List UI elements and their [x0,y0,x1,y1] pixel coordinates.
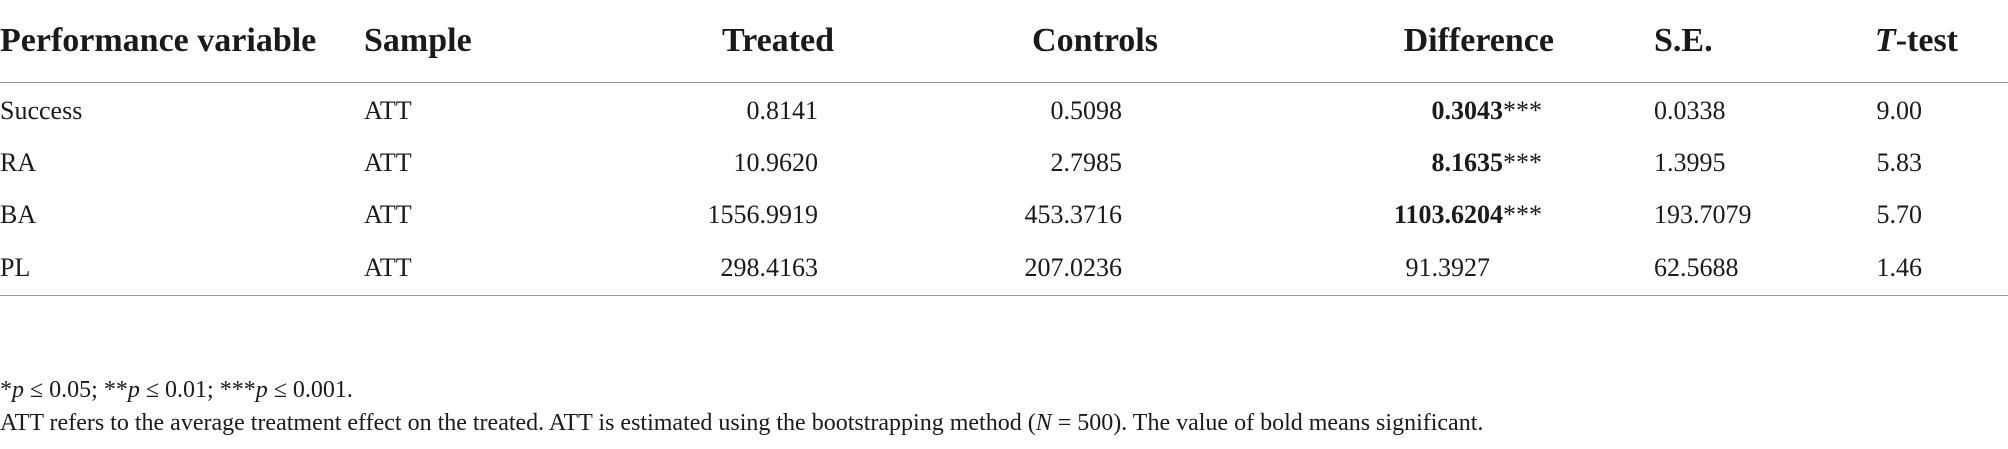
significance-legend: *p ≤ 0.05; **p ≤ 0.01; ***p ≤ 0.001. [0,374,1483,407]
t-test-italic-t: T [1874,22,1896,59]
header-difference: Difference [1314,0,1654,83]
sig-threshold-2: ≤ 0.01; [139,377,220,403]
sig-p-1: p [12,377,24,403]
note-text-1: ATT refers to the average treatment effe… [0,410,1036,436]
cell-treated: 298.4163 [614,241,1014,296]
method-note: ATT refers to the average treatment effe… [0,407,1483,440]
att-results-table: Performance variable Sample Treated Cont… [0,0,2008,296]
cell-difference: 8.1635*** [1314,137,1654,189]
table-header: Performance variable Sample Treated Cont… [0,0,2008,83]
note-n: N [1035,410,1052,436]
significance-stars: *** [1503,148,1542,177]
cell-variable: PL [0,241,364,296]
table-footnotes: *p ≤ 0.05; **p ≤ 0.01; ***p ≤ 0.001. ATT… [0,374,1483,440]
header-se: S.E. [1654,0,1848,83]
cell-sample: ATT [364,148,412,177]
header-t-test: T-test [1848,0,2008,83]
cell-t-test: 9.00 [1876,96,1923,125]
cell-treated: 1556.9919 [707,200,819,229]
cell-t-test: 5.70 [1876,200,1923,229]
difference-value: 8.1635 [1431,148,1504,177]
sig-threshold-1: ≤ 0.05; [24,377,104,403]
header-treated: Treated [614,0,1014,83]
cell-difference: 91.3927 [1314,241,1654,296]
cell-controls: 2.7985 [1050,148,1123,177]
cell-variable: BA [0,200,37,229]
cell-t-test: 5.83 [1876,148,1923,177]
t-test-suffix: -test [1895,22,1958,59]
cell-variable: RA [0,148,37,177]
cell-difference: 0.3043*** [1314,83,1654,138]
sig-p-2: p [127,377,140,403]
difference-value: 0.3043 [1431,96,1504,125]
sig-stars-1: * [0,377,12,403]
difference-value: 91.3927 [1405,253,1491,282]
cell-variable: Success [0,96,83,125]
header-controls: Controls [1014,0,1314,83]
table-row: RA ATT 10.9620 2.7985 8.1635*** 1.3995 5… [0,137,2008,189]
header-sample: Sample [364,0,614,83]
cell-treated: 0.8141 [746,96,819,125]
cell-controls: 207.0236 [1014,241,1314,296]
cell-controls: 453.3716 [1024,200,1123,229]
sig-stars-3: *** [219,377,256,403]
cell-sample: ATT [364,200,412,229]
cell-t-test: 1.46 [1848,241,2008,296]
sig-stars-2: ** [103,377,128,403]
cell-sample: ATT [364,241,614,296]
significance-stars: *** [1503,96,1542,125]
cell-se: 62.5688 [1654,241,1848,296]
table-body: Success ATT 0.8141 0.5098 0.3043*** 0.03… [0,83,2008,296]
cell-difference: 1103.6204*** [1314,189,1654,241]
cell-se: 1.3995 [1654,148,1726,177]
table-row: BA ATT 1556.9919 453.3716 1103.6204*** 1… [0,189,2008,241]
results-table-container: Performance variable Sample Treated Cont… [0,0,2008,296]
table-row: Success ATT 0.8141 0.5098 0.3043*** 0.03… [0,83,2008,138]
sig-p-3: p [255,377,268,403]
cell-treated: 10.9620 [733,148,819,177]
note-text-2: = 500). The value of bold means signific… [1051,410,1484,436]
cell-controls: 0.5098 [1050,96,1123,125]
header-performance-variable: Performance variable [0,0,364,83]
cell-sample: ATT [364,96,412,125]
significance-stars: *** [1503,200,1542,229]
cell-se: 193.7079 [1654,200,1752,229]
sig-threshold-3: ≤ 0.001. [267,377,353,403]
table-row: PL ATT 298.4163 207.0236 91.3927 62.5688… [0,241,2008,296]
cell-se: 0.0338 [1654,96,1726,125]
difference-value: 1103.6204 [1393,200,1503,229]
header-row: Performance variable Sample Treated Cont… [0,0,2008,83]
